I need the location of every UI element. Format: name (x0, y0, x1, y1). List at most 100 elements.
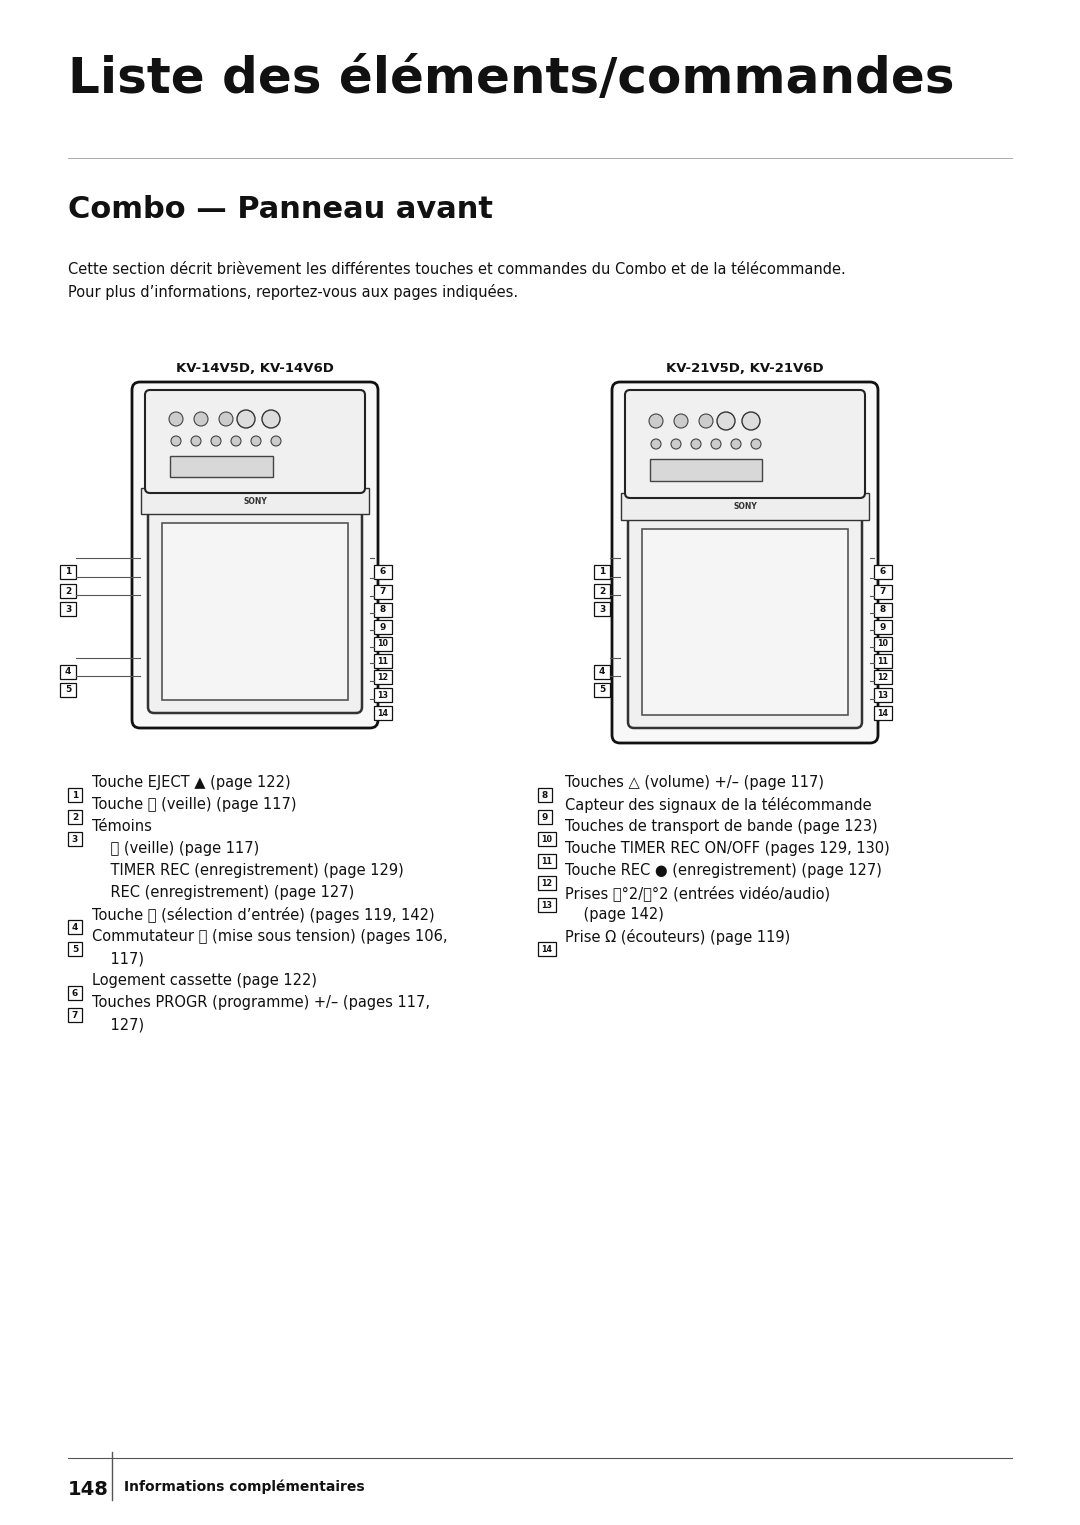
Text: 9: 9 (880, 622, 887, 631)
Text: 14: 14 (877, 709, 889, 717)
Text: 5: 5 (72, 944, 78, 953)
Text: 12: 12 (377, 673, 389, 682)
Bar (594, 683, 610, 697)
Circle shape (742, 412, 760, 430)
Bar (538, 942, 556, 956)
Bar (874, 654, 892, 668)
Text: 3: 3 (599, 604, 605, 613)
Text: 12: 12 (877, 673, 889, 682)
Bar (374, 602, 392, 618)
FancyBboxPatch shape (627, 515, 862, 727)
Text: 6: 6 (380, 567, 387, 576)
FancyBboxPatch shape (145, 390, 365, 493)
Bar (538, 898, 556, 912)
Bar (60, 564, 76, 580)
Text: 13: 13 (378, 691, 389, 700)
Bar (374, 564, 392, 580)
Text: Touche EJECT ▲ (page 122): Touche EJECT ▲ (page 122) (92, 775, 291, 790)
Text: Logement cassette (page 122): Logement cassette (page 122) (92, 973, 318, 988)
Bar (874, 602, 892, 618)
Circle shape (171, 436, 181, 445)
Bar (374, 669, 392, 685)
Text: 2: 2 (65, 587, 71, 595)
Bar (538, 875, 556, 891)
Circle shape (271, 436, 281, 445)
Circle shape (751, 439, 761, 448)
Bar (68, 942, 82, 956)
Text: 3: 3 (72, 834, 78, 843)
Bar (594, 602, 610, 616)
Text: 3: 3 (65, 604, 71, 613)
Bar (374, 688, 392, 702)
Text: KV-14V5D, KV-14V6D: KV-14V5D, KV-14V6D (176, 361, 334, 375)
Text: Cette section décrit brièvement les différentes touches et commandes du Combo et: Cette section décrit brièvement les diff… (68, 262, 846, 278)
Text: Informations complémentaires: Informations complémentaires (124, 1479, 365, 1494)
Text: 1: 1 (72, 790, 78, 799)
Bar (68, 1008, 82, 1022)
Bar (650, 459, 762, 480)
Circle shape (711, 439, 721, 448)
Text: Combo — Panneau avant: Combo — Panneau avant (68, 195, 492, 224)
Circle shape (691, 439, 701, 448)
Bar (68, 810, 82, 824)
Circle shape (674, 413, 688, 429)
Circle shape (699, 413, 713, 429)
Circle shape (211, 436, 221, 445)
Text: (page 142): (page 142) (565, 907, 664, 923)
Bar (874, 621, 892, 634)
Text: 127): 127) (92, 1017, 144, 1032)
Bar (68, 788, 82, 802)
Circle shape (251, 436, 261, 445)
Text: 117): 117) (92, 952, 144, 965)
Text: 11: 11 (378, 656, 389, 665)
FancyBboxPatch shape (132, 381, 378, 727)
Text: Prises ⎆°2/⎆°2 (entrées vidéo/audio): Prises ⎆°2/⎆°2 (entrées vidéo/audio) (565, 884, 831, 901)
Text: 11: 11 (877, 656, 889, 665)
FancyBboxPatch shape (625, 390, 865, 499)
Bar (594, 584, 610, 598)
Circle shape (731, 439, 741, 448)
Circle shape (717, 412, 735, 430)
Text: 4: 4 (598, 668, 605, 677)
Text: 13: 13 (877, 691, 889, 700)
FancyBboxPatch shape (148, 509, 362, 714)
Circle shape (231, 436, 241, 445)
Bar (60, 665, 76, 679)
Circle shape (671, 439, 681, 448)
Text: Touches de transport de bande (page 123): Touches de transport de bande (page 123) (565, 819, 878, 834)
Bar (374, 637, 392, 651)
Bar (538, 854, 556, 868)
Bar (594, 564, 610, 580)
Text: 10: 10 (541, 834, 553, 843)
Text: Commutateur ⓘ (mise sous tension) (pages 106,: Commutateur ⓘ (mise sous tension) (pages… (92, 929, 447, 944)
Text: 6: 6 (880, 567, 886, 576)
Text: SONY: SONY (243, 497, 267, 505)
Bar (874, 564, 892, 580)
Text: Touche ⏻ (veille) (page 117): Touche ⏻ (veille) (page 117) (92, 798, 297, 811)
Circle shape (191, 436, 201, 445)
Bar (874, 669, 892, 685)
Text: Touches PROGR (programme) +/– (pages 117,: Touches PROGR (programme) +/– (pages 117… (92, 994, 430, 1010)
Text: 10: 10 (378, 639, 389, 648)
Text: Témoins: Témoins (92, 819, 152, 834)
Bar (642, 529, 848, 715)
Text: SONY: SONY (733, 502, 757, 511)
Text: 10: 10 (877, 639, 889, 648)
Bar (874, 688, 892, 702)
Circle shape (219, 412, 233, 425)
Text: 7: 7 (880, 587, 887, 596)
Bar (141, 488, 369, 514)
Text: Touche REC ● (enregistrement) (page 127): Touche REC ● (enregistrement) (page 127) (565, 863, 882, 878)
Bar (621, 493, 869, 520)
Bar (874, 637, 892, 651)
Text: REC (enregistrement) (page 127): REC (enregistrement) (page 127) (92, 884, 354, 900)
Text: 1: 1 (65, 567, 71, 576)
Text: 13: 13 (541, 900, 553, 909)
Text: 14: 14 (378, 709, 389, 717)
Text: Touche TIMER REC ON/OFF (pages 129, 130): Touche TIMER REC ON/OFF (pages 129, 130) (565, 840, 890, 856)
Circle shape (237, 410, 255, 429)
Circle shape (649, 413, 663, 429)
Bar (538, 810, 552, 824)
Text: 1: 1 (599, 567, 605, 576)
Text: 8: 8 (542, 790, 549, 799)
